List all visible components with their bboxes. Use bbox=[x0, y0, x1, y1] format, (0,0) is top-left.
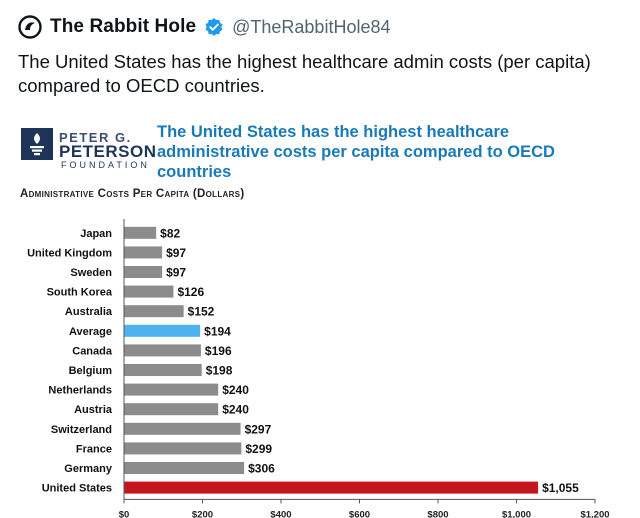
category-label-belgium: Belgium bbox=[69, 365, 113, 377]
chart-title: The United States has the highest health… bbox=[157, 123, 555, 181]
data-label-south-korea: $126 bbox=[177, 285, 204, 299]
bar-united-states bbox=[124, 481, 539, 494]
author-name[interactable]: The Rabbit Hole bbox=[50, 16, 197, 37]
verified-badge-icon bbox=[204, 17, 224, 37]
x-tick-label-400: $400 bbox=[270, 509, 291, 518]
category-label-canada: Canada bbox=[72, 345, 113, 357]
tweet-text: The United States has the highest health… bbox=[18, 51, 591, 96]
x-tick-label-200: $200 bbox=[192, 509, 213, 518]
x-tick-label-1000: $1,000 bbox=[502, 509, 531, 518]
bar-canada bbox=[124, 344, 201, 357]
x-tick-label-600: $600 bbox=[349, 509, 370, 518]
bar-average bbox=[124, 324, 201, 337]
data-label-average: $194 bbox=[204, 324, 231, 338]
bar-sweden bbox=[124, 266, 163, 278]
data-label-canada: $196 bbox=[205, 344, 232, 358]
author-handle[interactable]: @TheRabbitHole84 bbox=[232, 16, 391, 37]
data-label-australia: $152 bbox=[188, 305, 215, 319]
data-label-belgium: $198 bbox=[206, 364, 233, 378]
data-label-france: $299 bbox=[245, 442, 272, 456]
data-label-japan: $82 bbox=[160, 226, 180, 240]
category-label-austria: Austria bbox=[74, 404, 113, 416]
category-label-sweden: Sweden bbox=[70, 267, 112, 279]
bar-united-kingdom bbox=[124, 246, 163, 259]
chart-subtitle: Administrative Costs Per Capita (Dollars… bbox=[20, 188, 245, 200]
rabbit-hole-icon[interactable] bbox=[18, 15, 42, 39]
bar-belgium bbox=[124, 364, 202, 376]
data-label-united-states: $1,055 bbox=[542, 481, 579, 495]
category-label-average: Average bbox=[69, 326, 112, 338]
bar-australia bbox=[124, 305, 184, 318]
flame-torch-icon bbox=[21, 128, 53, 160]
category-label-united-states: United States bbox=[42, 483, 112, 495]
x-tick-label-1200: $1,200 bbox=[580, 509, 609, 518]
bar-switzerland bbox=[124, 422, 241, 435]
peterson-foundation-logo: PETER G. PETERSON FOUNDATION bbox=[21, 128, 156, 172]
bar-france bbox=[124, 442, 242, 455]
bar-austria bbox=[124, 403, 219, 416]
bar-germany bbox=[124, 462, 245, 474]
bar-chart: Japan $82 United Kingdom $97 Sweden $97 South … bbox=[27, 219, 610, 518]
data-label-united-kingdom: $97 bbox=[166, 246, 186, 260]
bar-netherlands bbox=[124, 383, 219, 396]
category-label-south-korea: South Korea bbox=[47, 287, 113, 299]
category-label-netherlands: Netherlands bbox=[48, 385, 112, 397]
category-label-switzerland: Switzerland bbox=[51, 424, 112, 436]
category-label-australia: Australia bbox=[65, 306, 113, 318]
category-label-france: France bbox=[76, 443, 112, 455]
category-label-united-kingdom: United Kingdom bbox=[27, 247, 112, 259]
data-label-netherlands: $240 bbox=[222, 383, 249, 397]
category-label-japan: Japan bbox=[80, 228, 112, 240]
category-label-germany: Germany bbox=[64, 463, 113, 475]
tweet-header: The Rabbit Hole @TheRabbitHole84 bbox=[18, 12, 391, 42]
x-tick-label-0: $0 bbox=[119, 509, 130, 518]
logo-line1: PETER G. bbox=[59, 130, 132, 145]
logo-line3: FOUNDATION bbox=[61, 160, 150, 170]
x-tick-label-800: $800 bbox=[427, 509, 448, 518]
data-label-switzerland: $297 bbox=[245, 422, 272, 436]
data-label-austria: $240 bbox=[222, 403, 249, 417]
bar-south-korea bbox=[124, 285, 174, 298]
data-label-sweden: $97 bbox=[166, 266, 186, 280]
data-label-germany: $306 bbox=[248, 462, 275, 476]
bar-japan bbox=[124, 226, 157, 239]
logo-line2: PETERSON bbox=[59, 142, 157, 161]
chart-image[interactable]: PETER G. PETERSON FOUNDATION The United … bbox=[15, 112, 627, 518]
